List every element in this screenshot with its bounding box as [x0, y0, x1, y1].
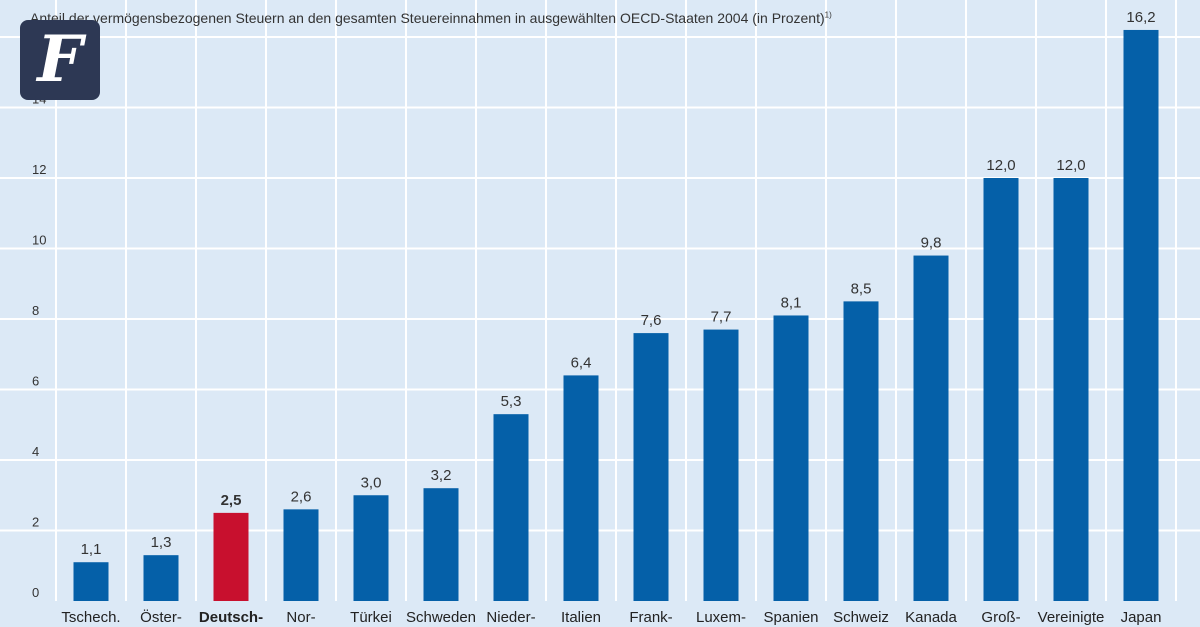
bar-value-label: 8,1 [781, 294, 802, 311]
bar-value-label: 5,3 [501, 393, 522, 410]
bar [493, 414, 529, 601]
bar-value-label: 3,2 [431, 467, 452, 484]
x-category-label: Frank- [629, 609, 672, 626]
y-tick-label: 12 [32, 162, 46, 177]
x-category-label: Öster- [140, 608, 182, 626]
y-tick-label: 2 [32, 515, 39, 530]
x-category-label: Tschech. [61, 609, 120, 626]
bar [633, 333, 669, 601]
y-tick-label: 8 [32, 303, 39, 318]
bar [353, 495, 389, 601]
bar-value-label: 16,2 [1126, 9, 1155, 26]
bar-value-label: 7,7 [711, 309, 732, 326]
bar [773, 315, 809, 601]
bar-value-label: 2,5 [221, 492, 242, 509]
bar [143, 555, 179, 601]
bar [983, 178, 1019, 601]
x-category-label: Italien [561, 609, 601, 626]
x-category-label: Luxem- [696, 609, 746, 626]
bar-value-label: 6,4 [571, 354, 592, 371]
chart-caption: Anteil der vermögensbezogenen Steuern an… [30, 10, 832, 26]
bar [703, 329, 739, 601]
x-category-label: Kanada [905, 609, 957, 626]
bar-value-label: 8,5 [851, 280, 872, 297]
bar-value-label: 2,6 [291, 488, 312, 505]
bar-highlighted [213, 512, 249, 601]
bar-value-label: 12,0 [986, 157, 1015, 174]
bar-value-label: 1,1 [81, 541, 102, 558]
bar-value-label: 3,0 [361, 474, 382, 491]
bar [1123, 29, 1159, 601]
y-tick-label: 4 [32, 444, 39, 459]
x-category-label: Japan [1121, 609, 1162, 626]
y-tick-label: 10 [32, 233, 46, 248]
x-category-label: Spanien [763, 609, 818, 626]
bar [843, 301, 879, 601]
bar-value-label: 7,6 [641, 312, 662, 329]
caption-footnote: 1) [824, 10, 832, 20]
bar [423, 488, 459, 601]
logo-letter: F [37, 22, 83, 97]
bar [563, 375, 599, 601]
x-category-label: Groß- [981, 609, 1020, 626]
bar [283, 509, 319, 601]
bar [1053, 178, 1089, 601]
x-category-label: Nor- [286, 609, 315, 626]
faz-logo: F [20, 20, 100, 100]
x-category-label: Deutsch- [199, 609, 263, 626]
caption-text: Anteil der vermögensbezogenen Steuern an… [30, 10, 825, 26]
x-category-label: Schweiz [833, 609, 889, 626]
y-tick-label: 0 [32, 585, 39, 600]
x-category-label: Schweden [406, 609, 476, 626]
x-category-label: Türkei [350, 609, 392, 626]
bar [913, 255, 949, 602]
bar-value-label: 1,3 [151, 534, 172, 551]
x-category-label: Nieder- [486, 609, 535, 626]
bar [73, 562, 109, 601]
y-tick-label: 6 [32, 374, 39, 389]
bar-value-label: 12,0 [1056, 157, 1085, 174]
bar-value-label: 9,8 [921, 235, 942, 252]
x-category-label: Vereinigte [1038, 609, 1105, 626]
